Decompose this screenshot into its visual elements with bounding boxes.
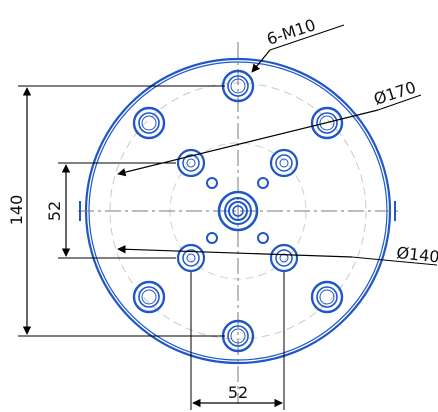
small-holes <box>206 177 269 244</box>
small-hole-top-right <box>257 177 269 189</box>
outer-hole-top <box>221 69 255 103</box>
outer-holes <box>132 69 344 353</box>
inner-hole-bottom-right <box>269 243 299 273</box>
inner-hole-top-left <box>176 148 206 178</box>
height-52-label: 52 <box>45 201 64 221</box>
diameter-140-callout: Ø140 <box>117 243 438 266</box>
small-hole-bottom-left <box>206 232 218 244</box>
width-52-dimension: 52 <box>190 272 285 410</box>
center-bore <box>217 190 259 232</box>
small-hole-bottom-right <box>257 232 269 244</box>
small-hole-top-left <box>206 177 218 189</box>
inner-hole-bottom-left <box>176 243 206 273</box>
height-52-dimension: 52 <box>45 162 176 259</box>
outer-hole-bottom-right <box>310 280 344 314</box>
width-52-label: 52 <box>228 383 248 402</box>
outer-hole-top-left <box>132 106 166 140</box>
thread-callout: 6-M10 <box>251 15 345 73</box>
inner-holes <box>176 148 299 273</box>
height-140-label: 140 <box>7 195 26 226</box>
outer-hole-bottom <box>221 319 255 353</box>
diameter-140-label: Ø140 <box>396 243 438 266</box>
inner-hole-top-right <box>269 148 299 178</box>
outer-hole-bottom-left <box>132 280 166 314</box>
thread-callout-label: 6-M10 <box>264 15 318 49</box>
outer-hole-top-right <box>310 106 344 140</box>
